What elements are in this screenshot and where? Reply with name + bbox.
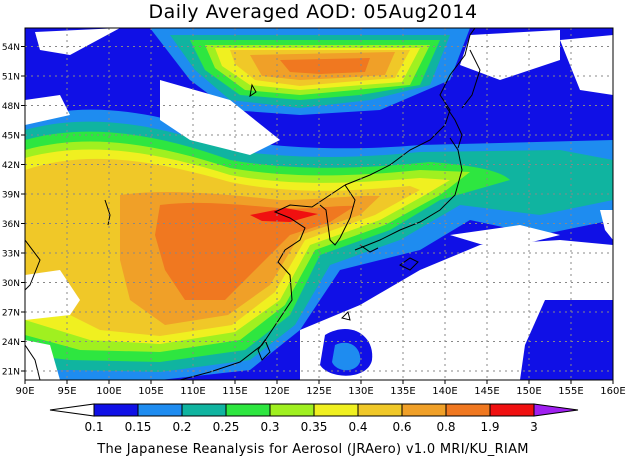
lon-tick-label: 140E — [432, 386, 457, 397]
lat-tick-label: 48N — [2, 102, 20, 112]
lon-tick-label: 105E — [138, 386, 163, 397]
colorbar-label: 0.35 — [301, 420, 328, 434]
lon-tick-label: 155E — [558, 386, 583, 397]
lat-tick-label: 27N — [2, 309, 20, 319]
lat-tick-label: 21N — [2, 368, 20, 378]
aod-field — [25, 28, 613, 380]
colorbar-label: 0.15 — [125, 420, 152, 434]
lat-tick-label: 36N — [2, 220, 20, 230]
colorbar-label: 3 — [530, 420, 538, 434]
aod-colorbar: 0.1 0.15 0.2 0.25 0.3 0.35 0.4 0.6 0.8 1.9 3 — [49, 403, 579, 434]
lat-tick-label: 51N — [2, 73, 20, 83]
colorbar-label: 0.3 — [260, 420, 279, 434]
lon-tick-label: 160E — [600, 386, 625, 397]
colorbar-label: 0.2 — [172, 420, 191, 434]
lon-tick-label: 145E — [474, 386, 499, 397]
lon-tick-label: 150E — [516, 386, 541, 397]
colorbar-segment — [401, 403, 447, 417]
colorbar-segment — [313, 403, 359, 417]
map-grid — [25, 28, 613, 380]
lat-tick-label: 39N — [2, 191, 20, 201]
colorbar-label: 0.6 — [392, 420, 411, 434]
lon-tick-label: 110E — [180, 386, 205, 397]
colorbar-label: 0.8 — [436, 420, 455, 434]
lon-tick-label: 115E — [222, 386, 247, 397]
lon-tick-label: 90E — [15, 386, 34, 397]
footer-credit: The Japanese Reanalysis for Aerosol (JRA… — [97, 442, 529, 457]
lon-tick-label: 100E — [96, 386, 121, 397]
lat-tick-label: 45N — [2, 132, 20, 142]
colorbar-segment — [137, 403, 183, 417]
lon-tick-label: 135E — [390, 386, 415, 397]
colorbar-segment — [93, 403, 139, 417]
lat-tick-label: 30N — [2, 279, 20, 289]
lon-axis: 90E 95E 100E 105E 110E 115E 120E 125E 130E 135E 14… — [15, 380, 626, 397]
colorbar-label: 1.9 — [480, 420, 499, 434]
lat-tick-label: 54N — [2, 43, 20, 53]
colorbar-segment — [49, 403, 95, 417]
colorbar-segment — [269, 403, 315, 417]
lat-tick-label: 33N — [2, 250, 20, 260]
colorbar-segment — [533, 403, 579, 417]
colorbar-segment — [489, 403, 535, 417]
colorbar-segment — [225, 403, 271, 417]
lat-tick-label: 42N — [2, 161, 20, 171]
lat-axis: 21N 24N 27N 30N 33N 36N 39N 42N 45N 48N 51N 54N — [2, 43, 25, 378]
map-title: Daily Averaged AOD: 05Aug2014 — [148, 1, 478, 23]
colorbar-segment — [357, 403, 403, 417]
lon-tick-label: 125E — [306, 386, 331, 397]
colorbar-label: 0.4 — [348, 420, 367, 434]
colorbar-label: 0.25 — [213, 420, 240, 434]
lon-tick-label: 120E — [264, 386, 289, 397]
lat-tick-label: 24N — [2, 338, 20, 348]
colorbar-segment — [181, 403, 227, 417]
colorbar-segment — [445, 403, 491, 417]
lon-tick-label: 130E — [348, 386, 373, 397]
lon-tick-label: 95E — [57, 386, 76, 397]
colorbar-label: 0.1 — [84, 420, 103, 434]
